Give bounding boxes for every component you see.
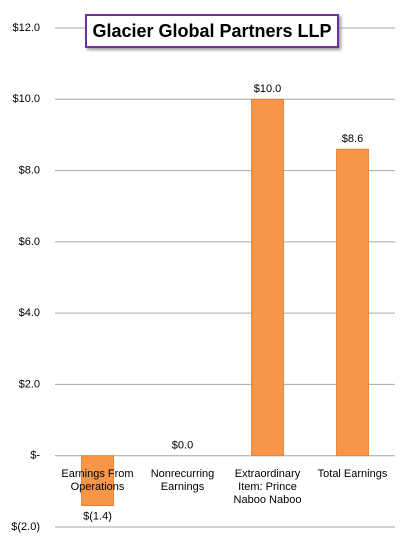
bar [81, 455, 114, 507]
x-tick-label: Earnings From Operations [61, 467, 134, 493]
y-tick-label: $4.0 [19, 307, 40, 319]
y-tick-label: $6.0 [19, 236, 40, 248]
chart-title: Glacier Global Partners LLP [85, 14, 339, 48]
y-tick-label: $- [30, 450, 40, 462]
y-tick-label: $12.0 [12, 22, 40, 34]
x-tick-label: Nonrecurring Earnings [150, 467, 215, 493]
y-tick-label: $2.0 [19, 378, 40, 390]
y-tick-label: $8.0 [19, 164, 40, 176]
value-label: $(1.4) [83, 511, 112, 523]
y-tick-label: $(2.0) [11, 521, 40, 533]
x-tick-label: Total Earnings [317, 467, 388, 480]
bar [336, 148, 369, 457]
x-tick-label: Extraordinary Item: Prince Naboo Naboo [233, 467, 302, 506]
bar [251, 98, 284, 457]
value-label: $8.6 [342, 133, 363, 145]
value-label: $10.0 [254, 83, 282, 95]
y-tick-label: $10.0 [12, 93, 40, 105]
value-label: $0.0 [172, 440, 193, 452]
